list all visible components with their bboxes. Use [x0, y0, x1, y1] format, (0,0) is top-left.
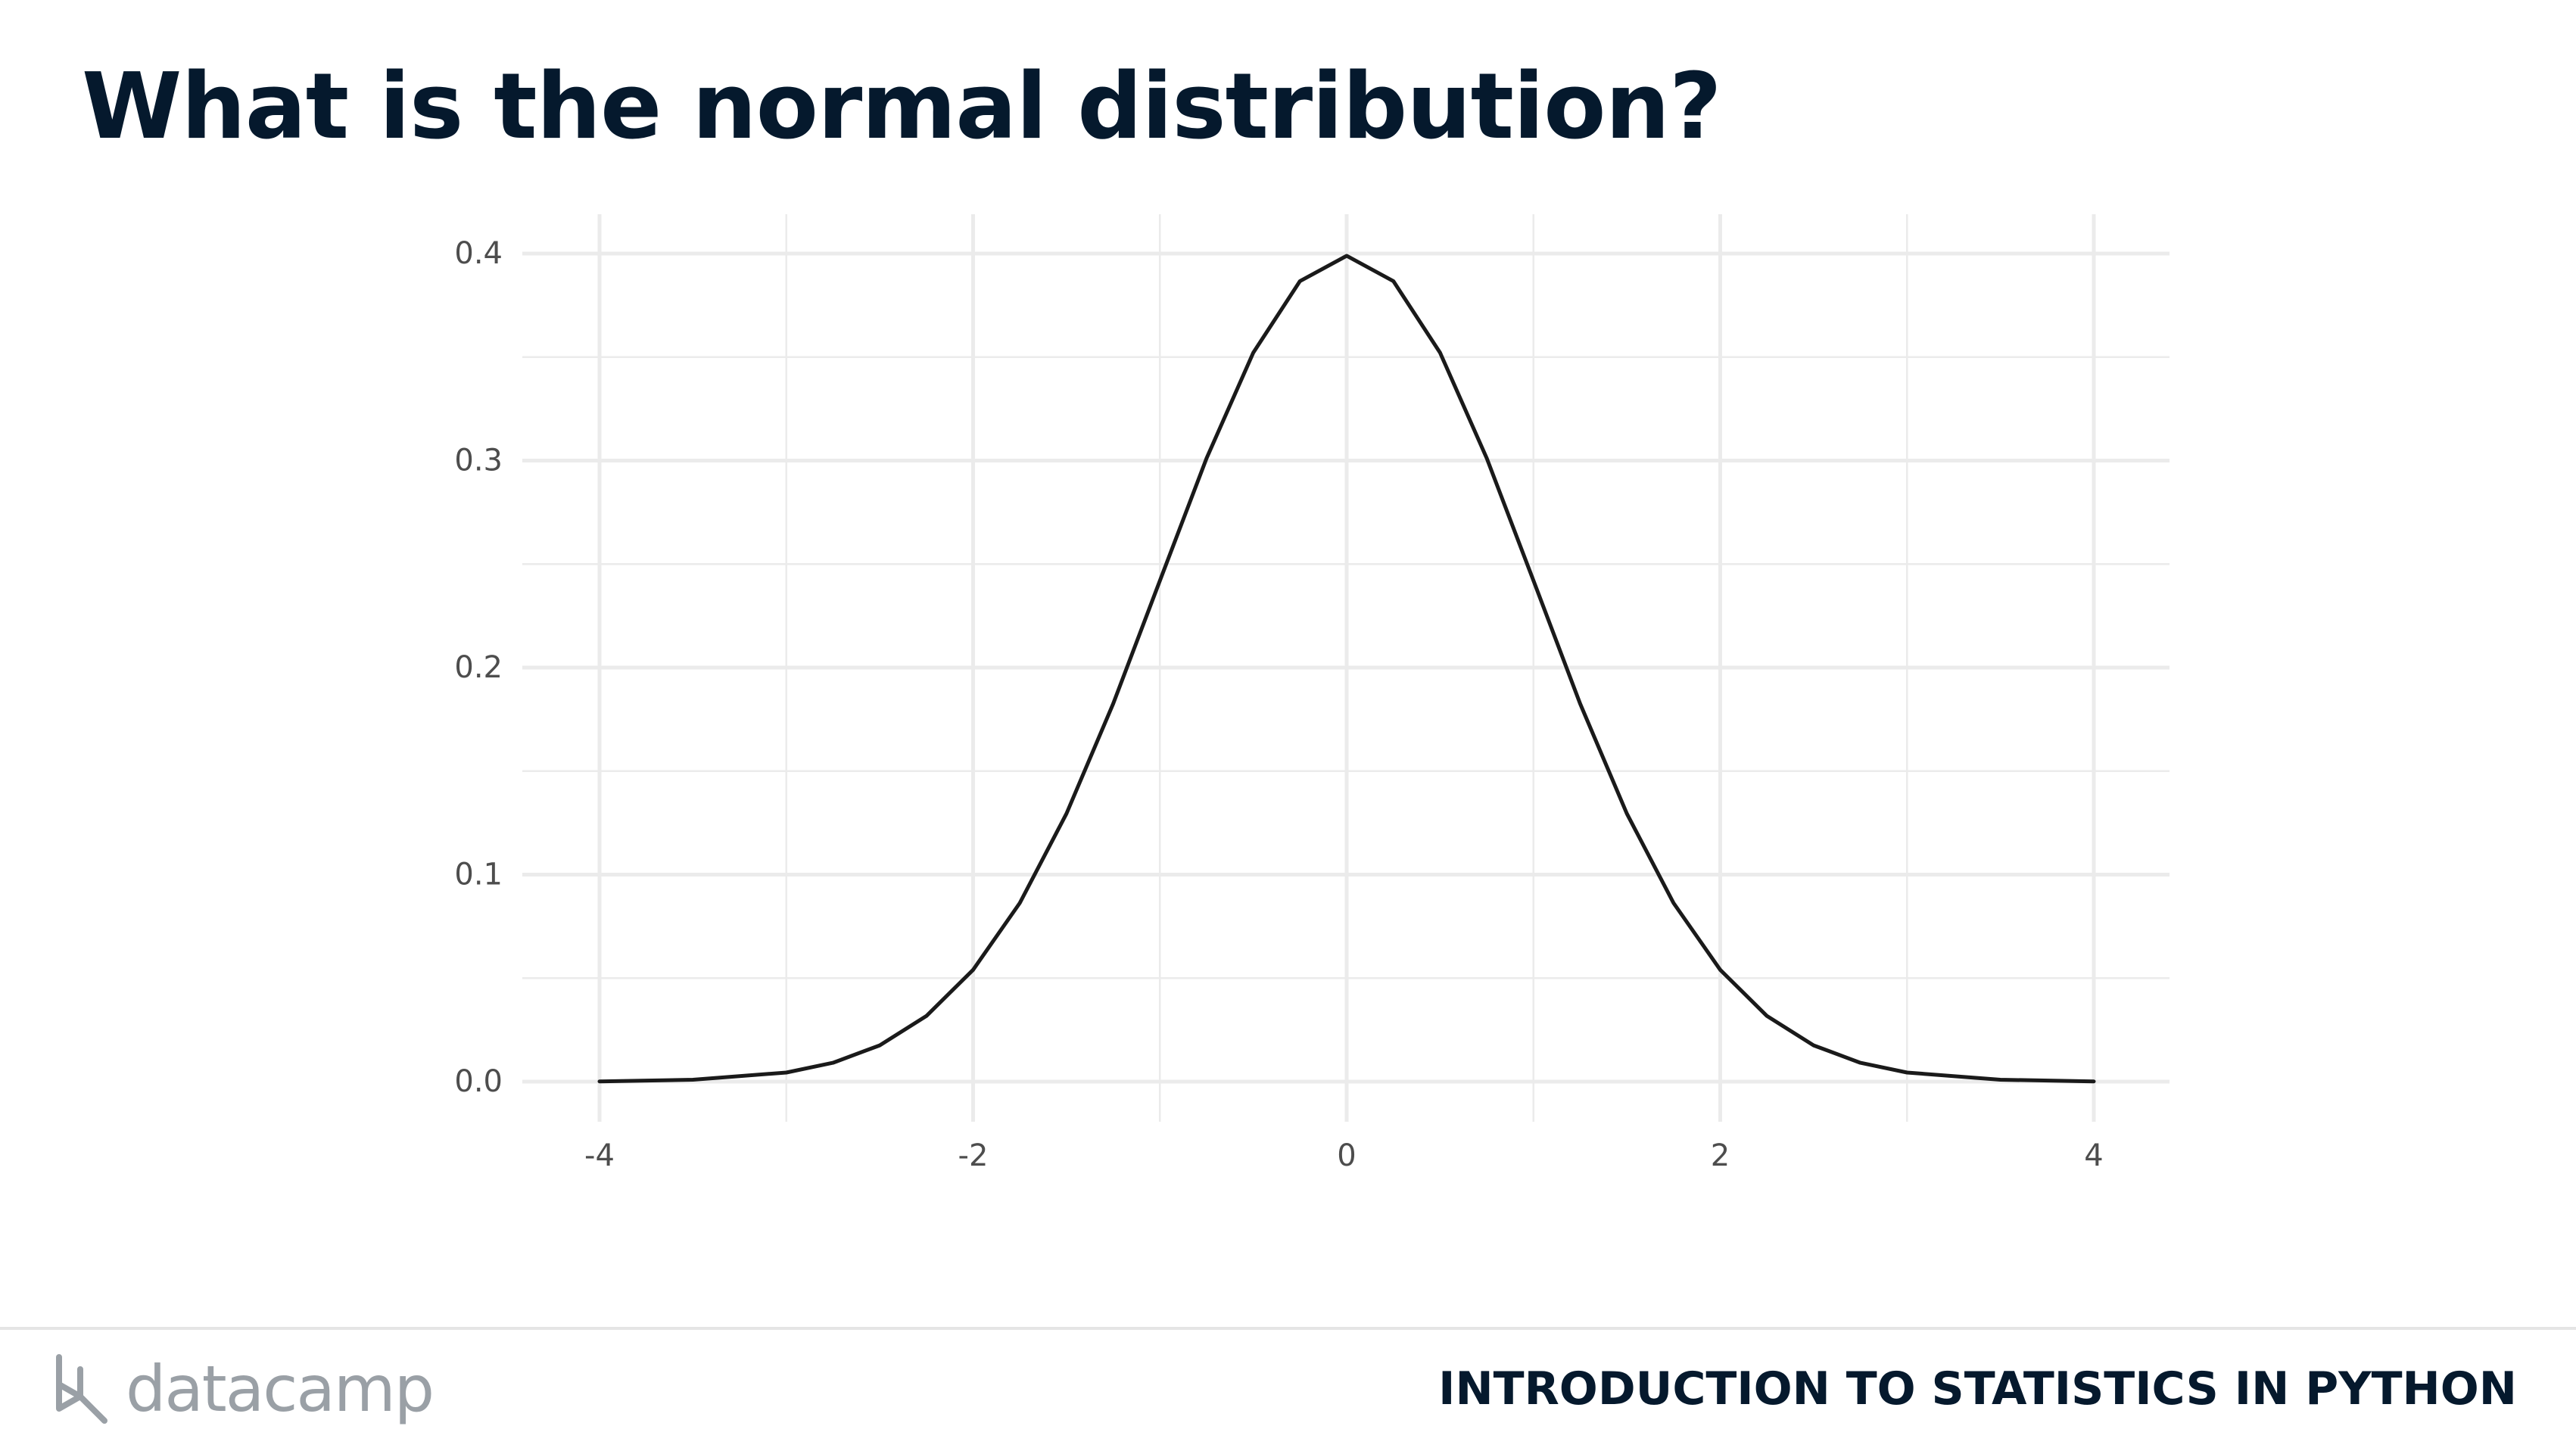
series-layer: [597, 254, 2096, 1084]
datacamp-logo: datacamp: [51, 1347, 435, 1431]
x-tick-label: 4: [2084, 1138, 2103, 1173]
y-tick-label: 0.2: [454, 650, 503, 685]
course-title: INTRODUCTION TO STATISTICS IN PYTHON: [1438, 1362, 2517, 1415]
x-tick-label: 0: [1337, 1138, 1356, 1173]
x-axis-tick-labels: -4 -2 0 2 4: [584, 1138, 2104, 1173]
x-tick-label: -2: [958, 1138, 989, 1173]
x-tick-label: -4: [584, 1138, 615, 1173]
chart-grid-major: [522, 214, 2170, 1122]
datacamp-logo-icon: [56, 1354, 107, 1424]
y-axis-tick-labels: 0.0 0.1 0.2 0.3 0.4: [454, 236, 503, 1099]
footer-divider: [0, 1327, 2576, 1330]
y-tick-label: 0.0: [454, 1064, 503, 1099]
y-tick-label: 0.4: [454, 236, 503, 271]
y-tick-label: 0.1: [454, 858, 503, 892]
brand-name: datacamp: [126, 1352, 435, 1426]
slide-title: What is the normal distribution?: [82, 54, 1722, 160]
normal-distribution-chart: 0.0 0.1 0.2 0.3 0.4 -4 -2 0 2 4: [454, 214, 2170, 1173]
y-tick-label: 0.3: [454, 444, 503, 478]
normal-curve-line: [597, 254, 2096, 1084]
x-tick-label: 2: [1711, 1138, 1730, 1173]
